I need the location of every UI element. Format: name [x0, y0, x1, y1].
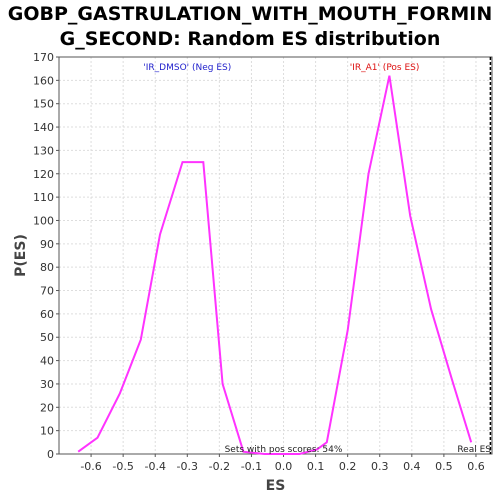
- y-tick-label: 100: [33, 214, 54, 227]
- pos-es-label: 'IR_A1' (Pos ES): [350, 63, 420, 73]
- es-distribution-line: [77, 75, 473, 455]
- chart-title-line-1: GOBP_GASTRULATION_WITH_MOUTH_FORMIN: [7, 3, 493, 25]
- y-tick-label: 160: [33, 74, 54, 87]
- x-axis-title: ES: [266, 478, 286, 494]
- x-tick-label: -0.4: [144, 460, 165, 473]
- y-tick-label: 110: [33, 191, 54, 204]
- y-axis-title: P(ES): [13, 234, 29, 277]
- y-tick-label: 90: [40, 238, 54, 251]
- x-tick-label: -0.3: [177, 460, 198, 473]
- y-tick-label: 130: [33, 144, 54, 157]
- grid-lines: [59, 56, 492, 455]
- pos-scores-text: Sets with pos scores: 54%: [225, 445, 343, 455]
- x-tick-label: -0.5: [112, 460, 133, 473]
- y-tick-label: 120: [33, 168, 54, 181]
- chart-title-line-2: G_SECOND: Random ES distribution: [59, 28, 441, 50]
- y-tick-label: 140: [33, 121, 54, 134]
- y-tick-label: 20: [40, 401, 54, 414]
- x-tick-label: -0.1: [241, 460, 262, 473]
- series-group: [77, 75, 473, 455]
- y-tick-label: 0: [47, 448, 54, 461]
- x-tick-label: 0.2: [339, 460, 357, 473]
- x-tick-label: -0.6: [80, 460, 101, 473]
- y-tick-label: 30: [40, 378, 54, 391]
- y-tick-label: 50: [40, 331, 54, 344]
- x-tick-label: 0.1: [307, 460, 325, 473]
- real-es-label: Real ES: [457, 445, 491, 455]
- x-tick-label: 0.3: [371, 460, 389, 473]
- y-axis-ticks: 0 10 20 30 40 50 60 70 80 90 100 110 120 130 140 150 160…: [33, 51, 59, 461]
- x-tick-label: 0.6: [467, 460, 485, 473]
- neg-es-label: 'IR_DMSO' (Neg ES): [143, 63, 231, 73]
- y-tick-label: 70: [40, 285, 54, 298]
- plot-frame: [58, 56, 493, 455]
- x-tick-label: 0.5: [435, 460, 453, 473]
- y-tick-label: 60: [40, 308, 54, 321]
- x-tick-label: -0.2: [209, 460, 230, 473]
- y-tick-label: 170: [33, 51, 54, 64]
- y-tick-label: 80: [40, 261, 54, 274]
- x-axis-ticks: -0.6 -0.5 -0.4 -0.3 -0.2 -0.1 0.0 0.1 0.2 0.3 0.4 0…: [80, 454, 485, 473]
- y-tick-label: 40: [40, 355, 54, 368]
- chart-title: GOBP_GASTRULATION_WITH_MOUTH_FORMIN G_SE…: [0, 2, 500, 52]
- x-tick-label: 0.0: [275, 460, 293, 473]
- y-tick-label: 10: [40, 425, 54, 438]
- x-tick-label: 0.4: [403, 460, 421, 473]
- y-tick-label: 150: [33, 98, 54, 111]
